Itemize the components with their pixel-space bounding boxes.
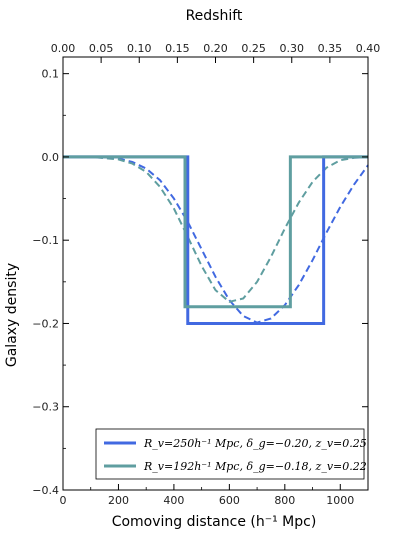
top-tick-label-1: 0.05 [89, 42, 114, 55]
solid-series-layer [63, 155, 368, 325]
x-tick-label-4: 800 [274, 494, 295, 507]
y-tick-label-5: 0.1 [42, 68, 60, 81]
legend: R_v=250h⁻¹ Mpc, δ_g=−0.20, z_v=0.25 R_v=… [95, 428, 367, 480]
dashed-series-2 [63, 155, 369, 324]
top-tick-label-4: 0.20 [203, 42, 228, 55]
x-tick-label-1: 200 [108, 494, 129, 507]
x-tick-label-3: 600 [219, 494, 240, 507]
top-tick-label-0: 0.00 [51, 42, 76, 55]
y-axis-title: Galaxy density [4, 263, 20, 367]
x-tick-label-2: 400 [163, 494, 184, 507]
top-axis-title: Redshift [186, 8, 243, 24]
x-axis-title: Comoving distance (h⁻¹ Mpc) [112, 514, 317, 530]
legend-label-1: R_v=192h⁻¹ Mpc, δ_g=−0.18, z_v=0.22 [143, 460, 367, 473]
y-tick-label-4: 0.0 [42, 151, 60, 164]
top-tick-label-5: 0.25 [241, 42, 266, 55]
dashed-series-layer [63, 155, 369, 324]
top-tick-label-8: 0.40 [356, 42, 381, 55]
solid-series-1 [63, 155, 368, 309]
legend-box [95, 428, 365, 480]
x-tick-label-5: 1000 [326, 494, 354, 507]
top-tick-label-6: 0.30 [280, 42, 305, 55]
ticks-layer: 0 200 400 600 800 1000−0.4−0.3−0.2−0.10.00.10… [32, 42, 380, 507]
legend-label-0: R_v=250h⁻¹ Mpc, δ_g=−0.20, z_v=0.25 [143, 437, 367, 450]
x-tick-label-0: 0 [60, 494, 67, 507]
y-tick-label-1: −0.3 [32, 401, 59, 414]
y-tick-label-2: −0.2 [32, 317, 59, 330]
y-tick-label-0: −0.4 [32, 484, 59, 497]
top-tick-label-3: 0.15 [165, 42, 190, 55]
top-tick-label-7: 0.35 [318, 42, 343, 55]
y-tick-label-3: −0.1 [32, 234, 59, 247]
top-tick-label-2: 0.10 [127, 42, 152, 55]
dashed-series-3 [63, 155, 369, 303]
